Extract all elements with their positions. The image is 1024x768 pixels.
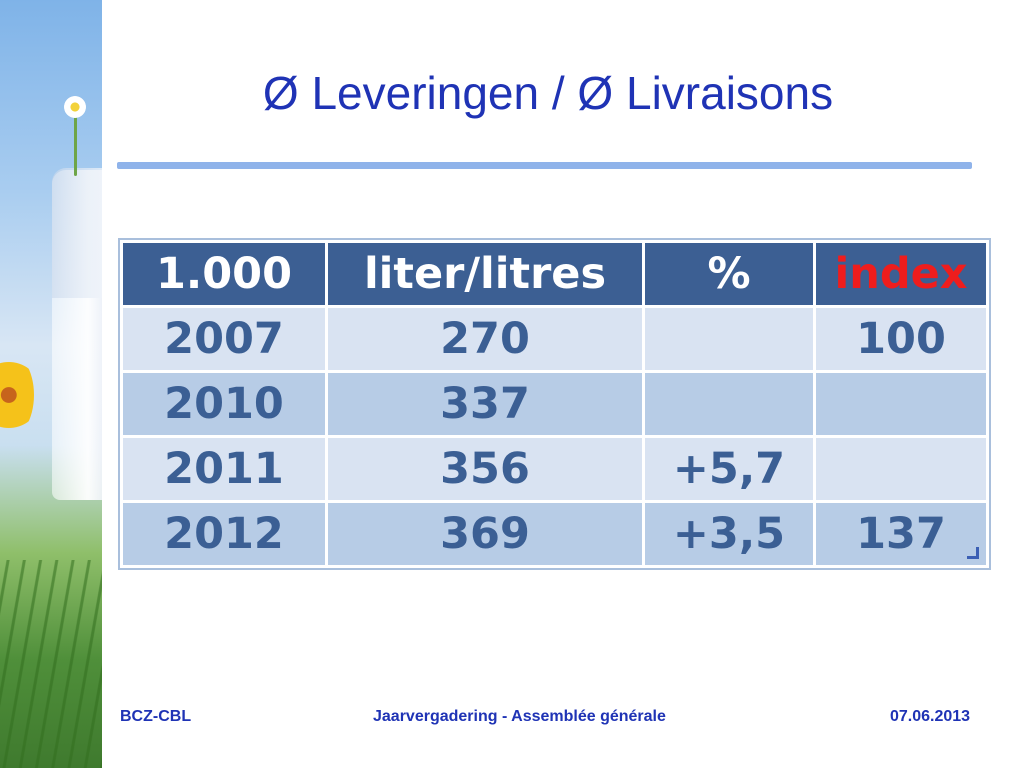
cell-year: 2011 bbox=[120, 435, 328, 503]
slide-title: Ø Leveringen / Ø Livraisons bbox=[262, 67, 834, 119]
title-underline bbox=[117, 162, 972, 169]
table-row: 2012 369 +3,5 137 bbox=[120, 500, 989, 568]
table-header-row: 1.000 liter/litres % index bbox=[120, 240, 989, 308]
grass-image bbox=[0, 560, 102, 768]
footer-organization: BCZ-CBL bbox=[120, 708, 192, 725]
cell-index: 137 bbox=[813, 500, 989, 568]
cell-litres: 369 bbox=[325, 500, 645, 568]
cell-percent bbox=[642, 370, 816, 438]
yellow-flower-image bbox=[0, 350, 34, 440]
cell-litres: 270 bbox=[325, 305, 645, 373]
deliveries-table: 1.000 liter/litres % index 2007 270 100 … bbox=[118, 238, 991, 570]
footer-date: 07.06.2013 bbox=[890, 708, 971, 725]
flower-stem bbox=[74, 116, 77, 176]
table-row: 2011 356 +5,7 bbox=[120, 435, 989, 503]
footer-event: Jaarvergadering - Assemblée générale bbox=[373, 708, 666, 725]
glass-rim-image bbox=[52, 168, 102, 298]
cell-index bbox=[813, 370, 989, 438]
header-unit: 1.000 bbox=[120, 240, 328, 308]
cell-percent: +3,5 bbox=[642, 500, 816, 568]
cell-litres: 356 bbox=[325, 435, 645, 503]
header-litres: liter/litres bbox=[325, 240, 645, 308]
cell-percent bbox=[642, 305, 816, 373]
daisy-image bbox=[64, 96, 86, 118]
table-row: 2007 270 100 bbox=[120, 305, 989, 373]
cell-index bbox=[813, 435, 989, 503]
cell-year: 2012 bbox=[120, 500, 328, 568]
cell-index: 100 bbox=[813, 305, 989, 373]
cell-year: 2010 bbox=[120, 370, 328, 438]
corner-mark-icon bbox=[967, 547, 979, 559]
header-index: index bbox=[813, 240, 989, 308]
header-percent: % bbox=[642, 240, 816, 308]
cell-year: 2007 bbox=[120, 305, 328, 373]
cell-percent: +5,7 bbox=[642, 435, 816, 503]
cell-litres: 337 bbox=[325, 370, 645, 438]
table-row: 2010 337 bbox=[120, 370, 989, 438]
side-photo-strip bbox=[0, 0, 102, 768]
